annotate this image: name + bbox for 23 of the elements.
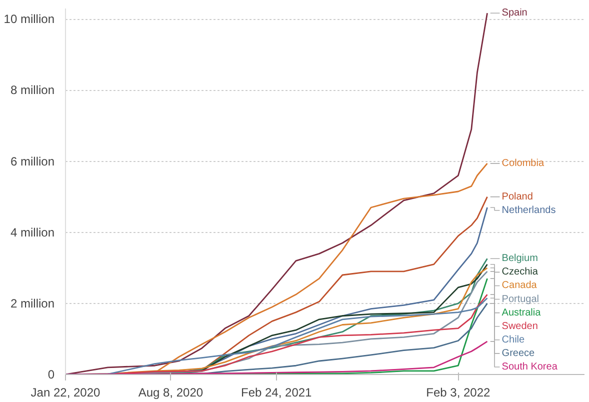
text: Australia [502,307,542,318]
series-label: Netherlands [502,204,556,216]
x-tick-label: Feb 3, 2022 [426,386,491,400]
series-label: Czechia [502,266,538,278]
y-tick-label: 4 million [10,225,54,240]
text: Portugal [502,294,540,305]
series-label: Canada [502,280,538,292]
text: Sweden [502,320,538,332]
series-label: Spain [502,8,528,19]
y-tick-label: 6 million [10,154,54,168]
y-tick-label: 10 million [4,12,55,26]
x-tick-label: Jan 22, 2020 [30,386,101,400]
series-label: Colombia [502,158,544,169]
text: South Korea [502,361,558,372]
x-tick-label: Aug 8, 2020 [138,386,204,400]
series-label: Poland [502,191,533,202]
text: Greece [502,348,536,359]
text: Chile [502,334,526,346]
y-tick-label: 8 million [10,83,54,98]
y-tick-label: 0 [48,368,55,382]
series-label: Belgium [502,253,538,264]
x-tick-label: Feb 24, 2021 [241,386,312,400]
y-tick-label: 2 million [10,296,54,310]
